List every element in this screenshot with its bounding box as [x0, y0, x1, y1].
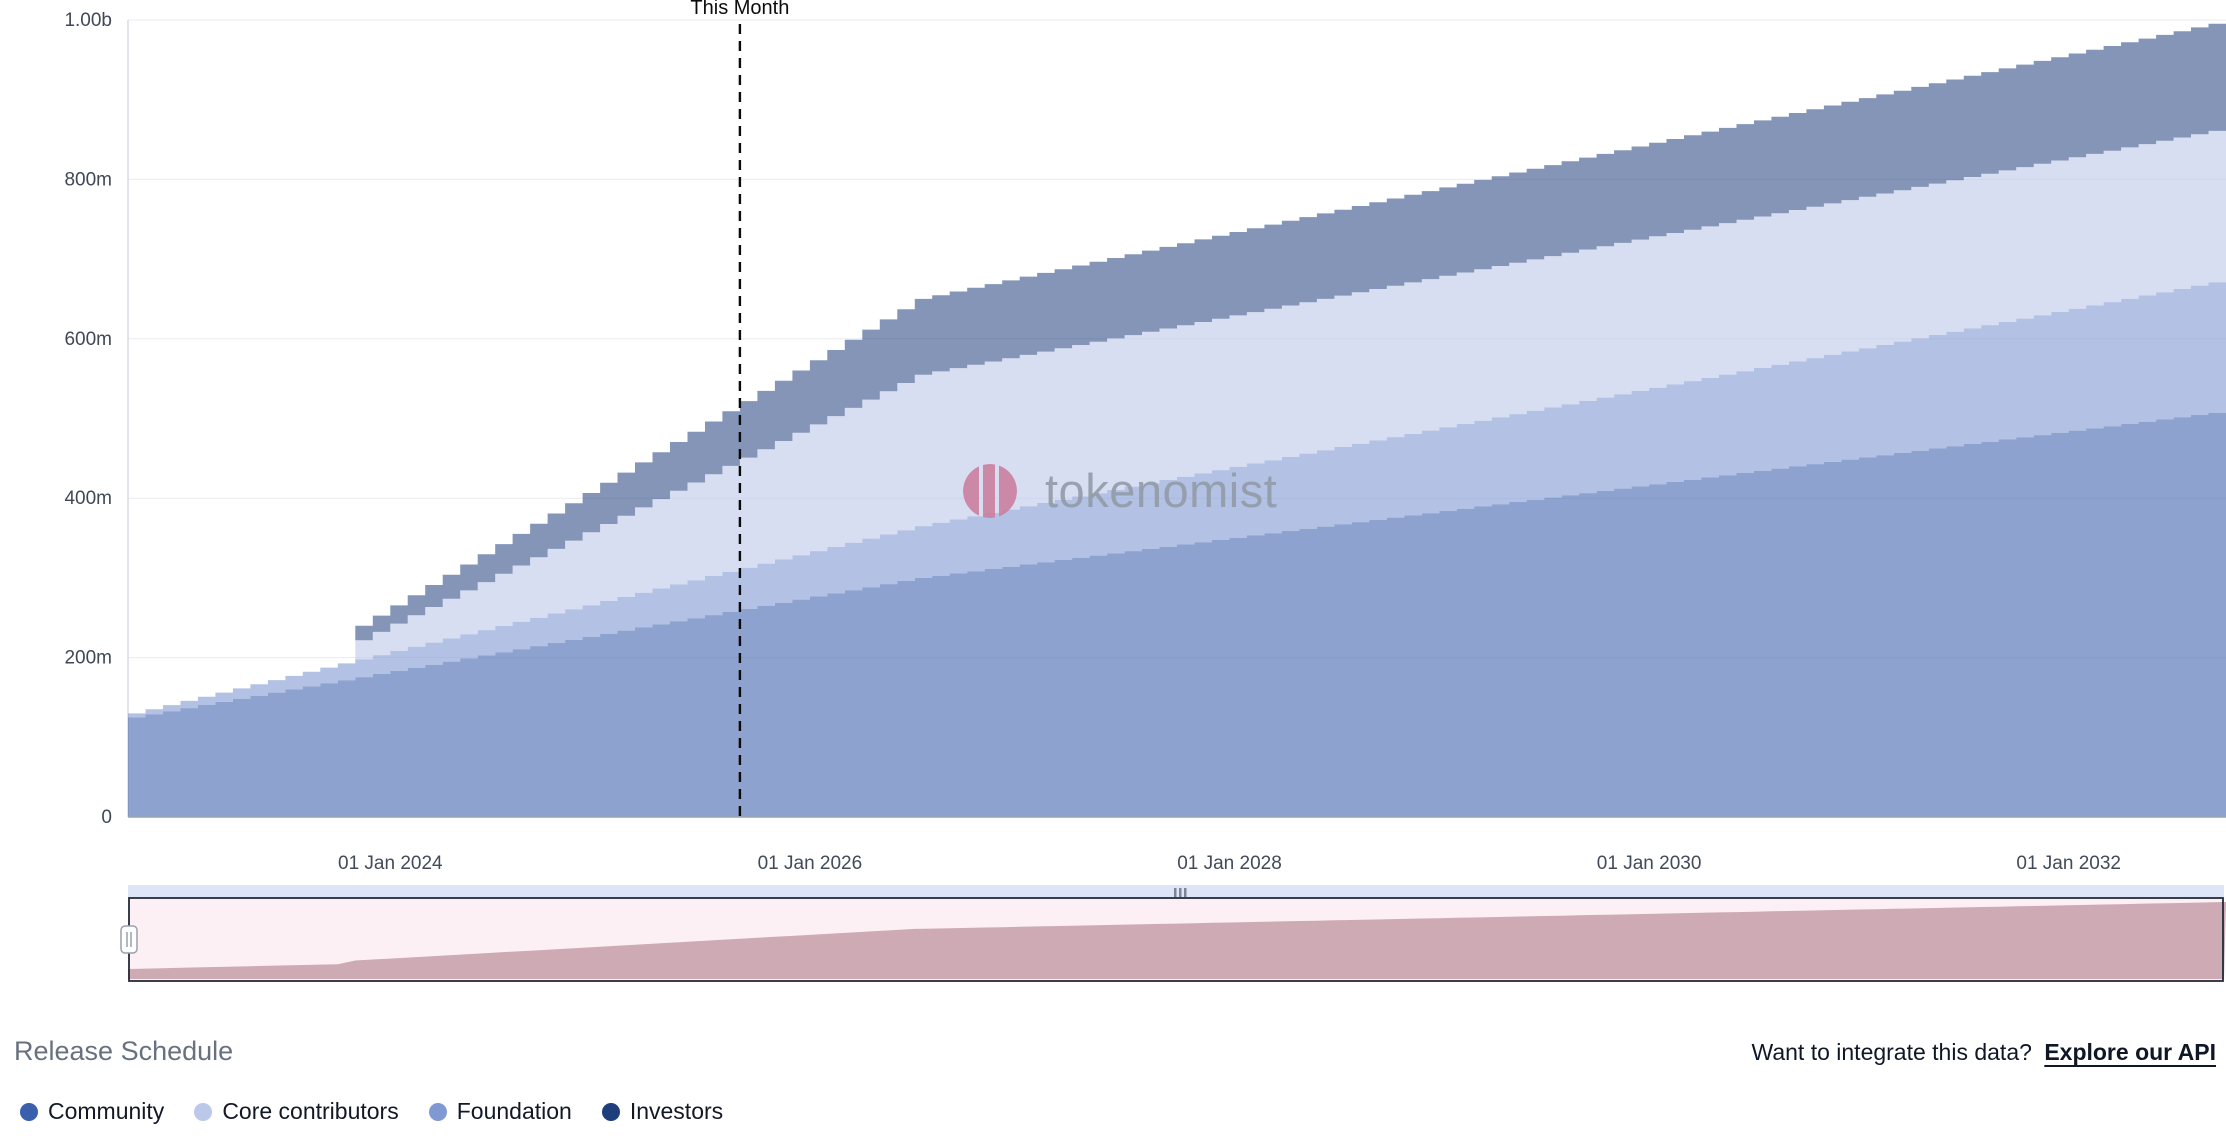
brush-left-handle[interactable] — [120, 925, 138, 954]
legend-item-foundation[interactable]: Foundation — [428, 1098, 572, 1125]
x-axis-label: 01 Jan 2026 — [758, 853, 863, 874]
y-axis-label: 400m — [64, 488, 112, 509]
brush-grip-icon[interactable] — [1174, 888, 1187, 897]
series-area-foundation[interactable] — [128, 279, 2226, 718]
timeline-brush[interactable] — [0, 880, 2226, 995]
explore-api-link[interactable]: Explore our API — [2044, 1039, 2216, 1065]
legend-label-foundation: Foundation — [456, 1098, 572, 1124]
api-prompt-text: Want to integrate this data? — [1751, 1039, 2032, 1065]
this-month-label: This Month — [690, 0, 789, 19]
watermark: tokenomist — [963, 464, 1277, 518]
series-area-core-contributors[interactable] — [128, 127, 2226, 714]
brush-overview-area — [128, 902, 2226, 979]
x-axis-label: 01 Jan 2024 — [338, 853, 443, 874]
legend-label-investors: Investors — [629, 1098, 724, 1124]
legend-dot-core-contributors — [194, 1102, 213, 1121]
legend-item-community[interactable]: Community — [20, 1098, 164, 1125]
watermark-text: tokenomist — [1045, 464, 1277, 517]
legend-dot-foundation — [428, 1102, 447, 1121]
legend-label-community: Community — [48, 1098, 165, 1124]
y-axis-label: 0 — [101, 807, 112, 828]
legend-dot-investors — [601, 1102, 620, 1121]
vesting-chart[interactable]: 0 200m 400m 600m 800m 1.00b 01 Jan 2024 01 Jan … — [0, 0, 2226, 880]
legend-label-core-contributors: Core contributors — [222, 1098, 399, 1124]
y-axis-label: 1.00b — [64, 10, 112, 31]
y-axis-label: 600m — [64, 329, 112, 350]
chart-legend: Community Core contributors Foundation Inve… — [20, 1098, 723, 1125]
series-area-community[interactable] — [128, 410, 2226, 818]
y-axis-label: 200m — [64, 648, 112, 669]
y-axis-label: 800m — [64, 169, 112, 190]
vesting-chart-container[interactable]: 0 200m 400m 600m 800m 1.00b 01 Jan 2024 01 Jan … — [0, 0, 2226, 885]
legend-item-core-contributors[interactable]: Core contributors — [194, 1098, 399, 1125]
series-area-investors[interactable] — [128, 20, 2226, 714]
x-axis-label: 01 Jan 2028 — [1177, 853, 1282, 874]
release-schedule-label: Release Schedule — [14, 1036, 234, 1066]
api-callout: Want to integrate this data? Explore our… — [1751, 1039, 2216, 1066]
legend-item-investors[interactable]: Investors — [601, 1098, 724, 1125]
timeline-brush-container[interactable] — [0, 880, 2226, 1000]
footer-row: Release Schedule Want to integrate this … — [14, 1036, 2216, 1067]
x-axis-label: 01 Jan 2030 — [1597, 853, 1702, 874]
tokenomist-logo-icon — [963, 464, 1017, 518]
legend-dot-community — [20, 1102, 38, 1121]
x-axis-label: 01 Jan 2032 — [2016, 853, 2121, 874]
